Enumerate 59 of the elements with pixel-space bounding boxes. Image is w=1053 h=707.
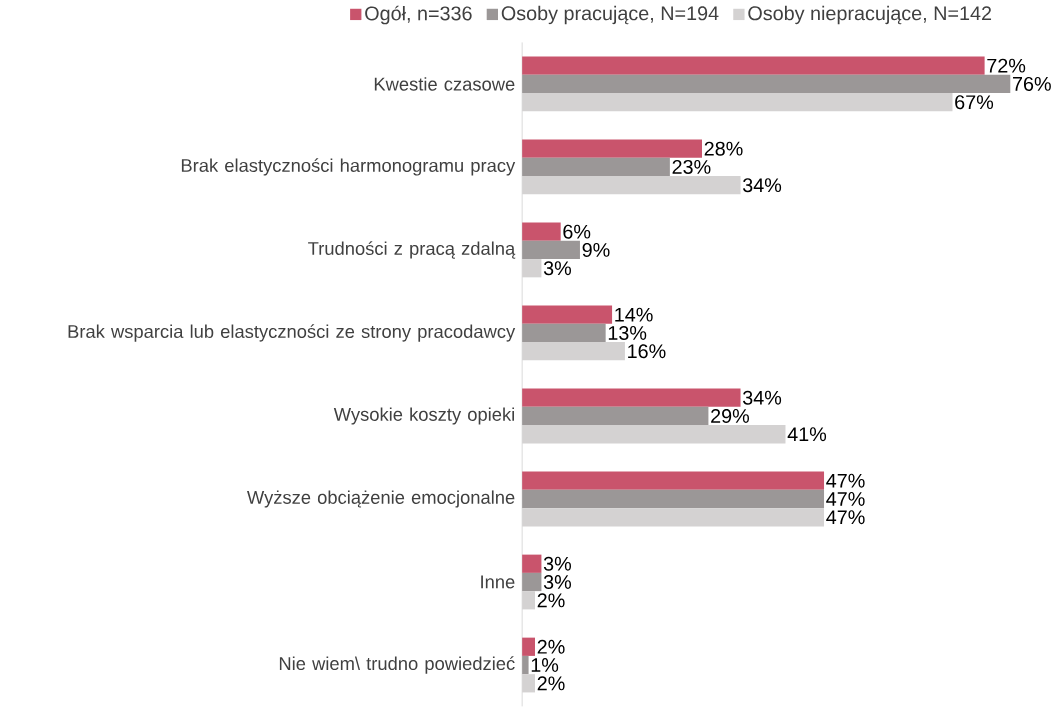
data-label: 29%	[711, 409, 749, 424]
legend-label: Osoby pracujące, N=194	[501, 5, 719, 25]
bar	[522, 157, 670, 177]
bar	[522, 93, 953, 112]
bar	[522, 56, 985, 75]
bar	[522, 176, 741, 195]
y-tick-label: Inne	[481, 575, 515, 589]
data-label: 3%	[543, 261, 572, 276]
data-label: 13%	[608, 326, 647, 341]
bar	[522, 637, 535, 656]
data-label: 6%	[563, 224, 591, 239]
bar	[522, 323, 606, 343]
data-label: 2%	[537, 639, 565, 654]
data-label: 34%	[742, 390, 782, 405]
legend-label: Osoby niepracujące, N=142	[748, 5, 992, 25]
bar	[522, 655, 529, 675]
y-tick-label: Nie wiem\ trudno powiedzieć	[279, 656, 515, 674]
y-tick-label: Wyższe obciążenie emocjonalne	[246, 490, 515, 508]
data-label: 3%	[543, 556, 572, 571]
data-label: 23%	[672, 160, 711, 175]
y-tick-label: Kwestie czasowe	[374, 77, 515, 91]
bar	[522, 471, 825, 490]
bar	[522, 240, 580, 260]
bar	[522, 406, 709, 426]
data-label: 14%	[615, 307, 653, 322]
y-tick-label: Brak elastyczności harmonogramu pracy	[181, 158, 516, 176]
bar	[522, 342, 625, 361]
data-label: 41%	[787, 427, 827, 442]
data-label: 16%	[628, 344, 666, 359]
data-label: 9%	[582, 243, 610, 258]
data-label: 2%	[537, 676, 565, 691]
y-tick-label: Wysokie koszty opieki	[333, 407, 514, 425]
bar	[522, 489, 825, 509]
y-tick-label: Trudności z pracą zdalną	[308, 241, 516, 259]
data-label: 34%	[742, 178, 782, 193]
bar	[522, 572, 542, 592]
data-label: 47%	[826, 492, 865, 507]
legend-label: Ogół, n=336	[365, 5, 472, 25]
data-label: 72%	[987, 58, 1026, 73]
data-label: 28%	[704, 141, 743, 156]
data-label: 67%	[955, 95, 994, 110]
bar	[522, 305, 613, 324]
bar	[522, 139, 702, 158]
bar	[522, 74, 1011, 94]
data-label: 47%	[826, 473, 865, 488]
data-label: 1%	[531, 658, 559, 673]
bar	[522, 591, 535, 610]
data-label: 76%	[1013, 76, 1051, 92]
data-label: 2%	[537, 593, 565, 608]
data-label: 3%	[543, 575, 572, 590]
y-tick-label: Brak wsparcia lub elastyczności ze strony pracodawcy	[68, 324, 516, 342]
bar	[522, 259, 542, 278]
bar	[522, 674, 535, 693]
bar	[522, 554, 542, 573]
data-label: 47%	[826, 510, 865, 525]
bar	[522, 388, 741, 407]
bar	[522, 222, 561, 241]
bar	[522, 425, 786, 444]
bar	[522, 508, 825, 527]
